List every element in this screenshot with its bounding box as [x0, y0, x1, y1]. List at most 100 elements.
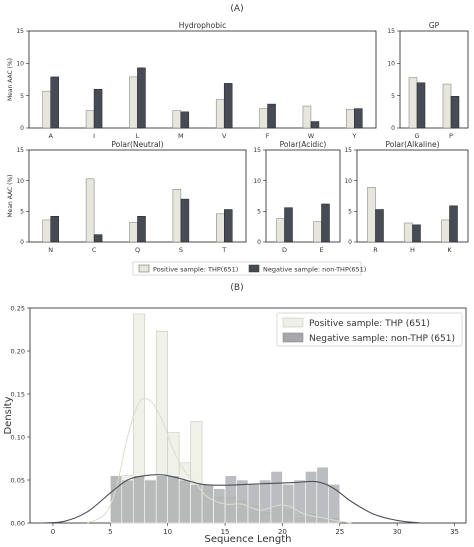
legend-b-positive-label: Positive sample: THP (651)	[309, 319, 430, 329]
legend-a: Positive sample: THP(651) Negative sampl…	[132, 261, 366, 276]
y-tick-label: 10	[253, 178, 261, 185]
y-tick-label: 0	[20, 125, 24, 132]
bar-negative	[375, 209, 384, 243]
bar-positive	[367, 187, 376, 243]
bar-negative	[93, 234, 103, 243]
y-tick-label: 5	[20, 93, 24, 100]
hist-bar-negative	[224, 475, 237, 524]
bar-positive	[408, 77, 418, 129]
bar-subplot-title: Polar(Alkaline)	[385, 140, 439, 149]
y-tick-label: 0.15	[11, 390, 25, 398]
bar-positive	[442, 83, 452, 129]
x-tick-label: 0	[51, 528, 55, 536]
x-tick-label: V	[222, 132, 227, 140]
bar-negative	[416, 82, 426, 129]
legend-b-positive-swatch	[282, 317, 304, 328]
kde-line-positive	[87, 397, 352, 524]
x-tick-label: Y	[351, 132, 356, 140]
x-tick-label: 5	[108, 528, 112, 536]
x-tick-label: K	[447, 246, 452, 254]
y-tick-label: 15	[16, 28, 24, 35]
panel-a-label: (A)	[230, 4, 243, 14]
y-tick-label: 10	[16, 178, 24, 185]
bar-subplot-title: Polar(Acidic)	[280, 140, 327, 149]
y-axis-label: Density	[3, 396, 14, 434]
legend-a-frame	[132, 261, 362, 276]
y-tick-label: 0	[348, 239, 352, 246]
y-tick-label: 0	[257, 239, 261, 246]
legend-a-positive-swatch	[138, 264, 150, 273]
x-tick-label: W	[308, 132, 315, 140]
x-tick-label: I	[93, 132, 95, 140]
x-tick-label: N	[48, 246, 53, 254]
y-tick-label: 5	[20, 209, 24, 216]
bar-negative	[224, 209, 233, 243]
histogram-panel: 0 5 10 15 20 25 30 35 0.00 0.05 0.10 0.15 0.20 0.25 Se…	[3, 304, 467, 545]
bar-subplot-0: Hydrophobic 0 5 10 15 Mean AAC (%) A I L M V F W Y	[7, 21, 377, 140]
bar-negative	[284, 207, 293, 243]
bar-subplot-title: Hydrophobic	[179, 21, 226, 30]
bar-negative	[267, 103, 276, 129]
bar-subplot-frame	[265, 149, 341, 243]
x-tick-label: 30	[393, 528, 402, 536]
bar-negative	[50, 76, 59, 129]
bar-positive	[42, 219, 51, 243]
y-axis-label: Mean AAC (%)	[7, 58, 14, 101]
bar-positive	[85, 110, 95, 129]
bar-positive	[172, 110, 182, 129]
bar-negative	[450, 96, 460, 129]
bar-negative	[93, 88, 103, 129]
y-axis-label: Mean AAC (%)	[7, 174, 14, 217]
bar-subplot-4: Polar(Alkaline) 0 5 10 15 R H K	[344, 140, 469, 254]
bar-subplot-frame	[399, 30, 469, 129]
legend-a-negative-swatch	[248, 264, 260, 273]
bar-positive	[302, 105, 312, 129]
x-tick-label: M	[178, 132, 184, 140]
bar-negative	[180, 198, 190, 243]
x-tick-label: A	[48, 132, 53, 140]
x-axis-label: Sequence Length	[205, 534, 292, 545]
y-tick-label: 5	[348, 209, 352, 216]
panel-b-label: (B)	[230, 283, 243, 293]
bar-negative	[310, 121, 320, 129]
hist-bar-negative	[178, 479, 191, 524]
histogram-legend-frame	[276, 312, 463, 347]
hist-bar-negative	[167, 475, 180, 524]
hist-bar-negative	[282, 483, 295, 524]
bar-subplot-2: Polar(Neutral) 0 5 10 15 Mean AAC (%) N C Q S T	[7, 140, 247, 254]
hist-bar-negative	[121, 479, 134, 524]
y-tick-label: 0	[20, 239, 24, 246]
hist-bar-negative	[247, 483, 260, 524]
x-tick-label: 15	[221, 528, 230, 536]
bar-positive	[404, 222, 413, 243]
y-tick-label: 5	[391, 93, 395, 100]
y-tick-label: 15	[253, 147, 261, 154]
bar-positive	[346, 108, 355, 129]
x-tick-label: H	[410, 246, 415, 254]
bar-negative	[321, 203, 330, 243]
bar-positive	[313, 221, 322, 243]
y-tick-label: 0.10	[11, 433, 25, 441]
x-tick-label: R	[373, 246, 378, 254]
y-tick-label: 0.00	[11, 519, 25, 527]
legend-b-negative-label: Negative sample: non-THP (651)	[309, 334, 455, 344]
bar-positive	[42, 90, 51, 129]
legend-b-negative-swatch	[282, 332, 304, 343]
x-tick-label: F	[266, 132, 270, 140]
y-tick-label: 15	[387, 28, 395, 35]
y-tick-label: 10	[387, 61, 395, 68]
x-tick-label: 10	[163, 528, 172, 536]
y-tick-label: 0	[391, 125, 395, 132]
y-tick-label: 10	[344, 178, 352, 185]
hist-bar-negative	[201, 483, 214, 524]
bar-negative	[449, 205, 458, 243]
x-tick-label: L	[136, 132, 140, 140]
x-tick-label: Q	[135, 246, 140, 254]
bar-negative	[412, 224, 421, 243]
bar-positive	[215, 99, 225, 129]
bar-positive	[85, 178, 95, 243]
legend-a-negative-label: Negative sample: non-THP(651)	[263, 266, 366, 274]
y-tick-label: 15	[344, 147, 352, 154]
